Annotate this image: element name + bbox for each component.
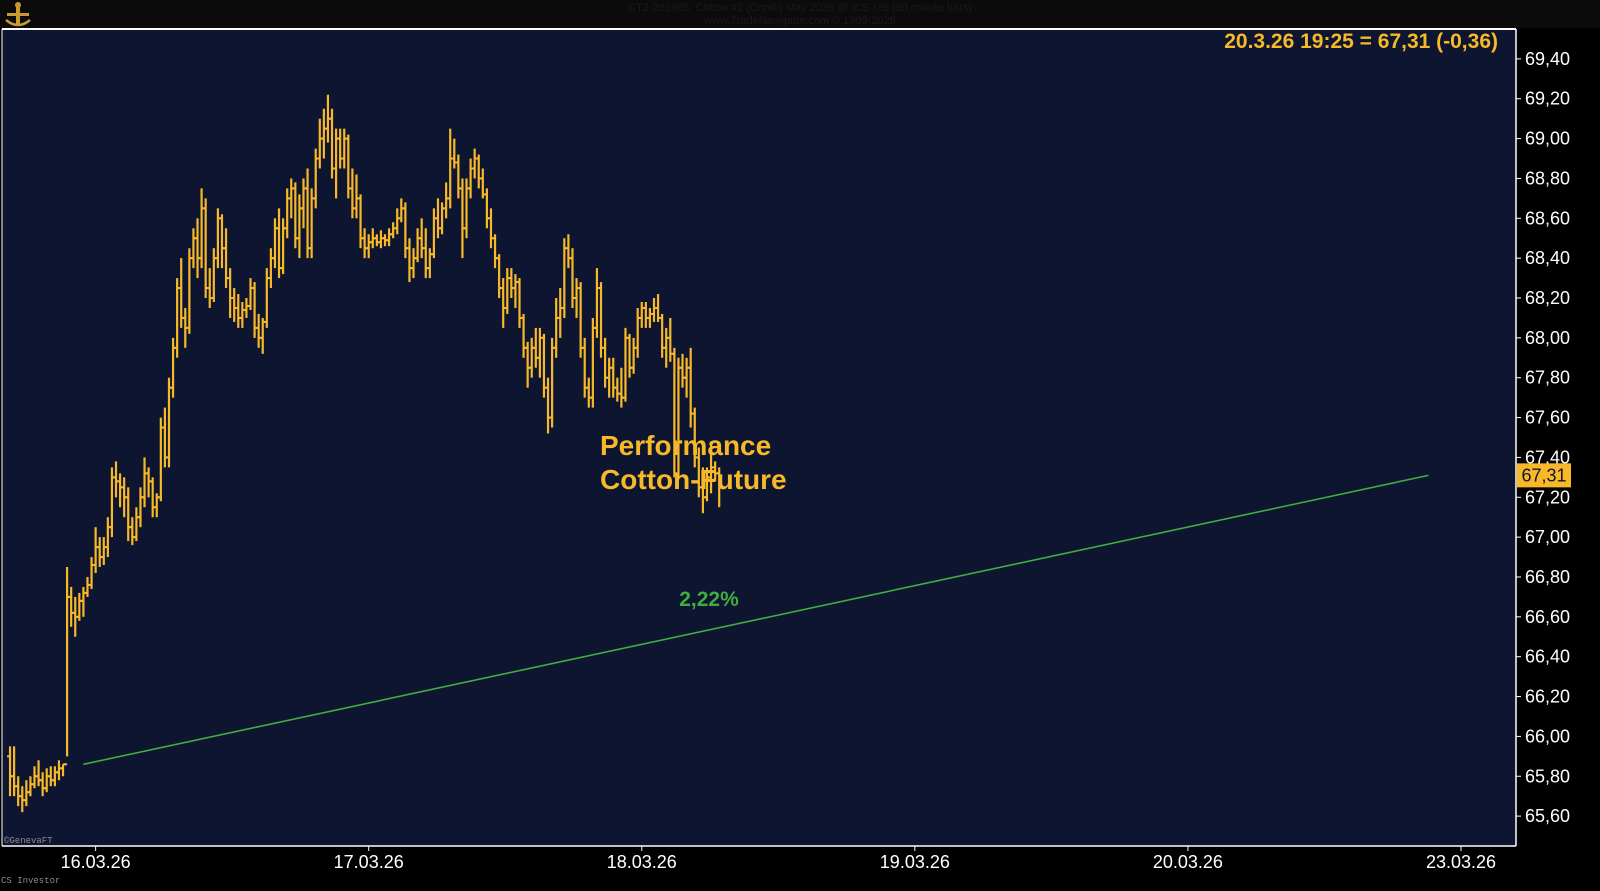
watermark-inner: ©GenevaFT (4, 836, 53, 846)
y-tick-label: 68,60 (1525, 208, 1570, 228)
performance-trendline (83, 474, 1429, 766)
performance-label: 2,22% (679, 588, 739, 611)
price-bars (7, 94, 723, 813)
x-date-label: 20.03.26 (1153, 852, 1223, 872)
x-date-label: 17.03.26 (334, 852, 404, 872)
y-tick-label: 66,20 (1525, 687, 1570, 707)
y-tick-label: 68,80 (1525, 168, 1570, 188)
chart-title-line-1: Performance (600, 430, 771, 461)
x-axis: 16.03.26 17.03.26 18.03.26 19.03.26 20.03.26… (61, 846, 1496, 872)
x-date-label: 16.03.26 (61, 852, 131, 872)
last-price-badge (1517, 463, 1571, 488)
y-tick-label: 69,40 (1525, 49, 1570, 69)
header-strip (0, 0, 1600, 28)
y-tick-label: 67,80 (1525, 368, 1570, 388)
status-readout: 20.3.26 19:25 = 67,31 (-0,36) (1224, 30, 1498, 53)
x-date-label: 18.03.26 (607, 852, 677, 872)
y-tick-label: 68,20 (1525, 288, 1570, 308)
plot-area (2, 29, 1516, 846)
x-date-label: 19.03.26 (880, 852, 950, 872)
y-tick-label: 68,00 (1525, 328, 1570, 348)
y-tick-label: 67,20 (1525, 487, 1570, 507)
y-tick-label: 69,00 (1525, 129, 1570, 149)
header-line-2: www.TradeNavigator.com © 1999-2026 (703, 15, 896, 27)
y-tick-label: 66,00 (1525, 726, 1570, 746)
y-tick-label: 65,80 (1525, 766, 1570, 786)
y-tick-label: 68,40 (1525, 248, 1570, 268)
header-line-1: CT2-202605: Cotton #2 (Comb) May 2026 @ … (628, 2, 972, 14)
y-tick-label: 66,80 (1525, 567, 1570, 587)
y-tick-label: 67,60 (1525, 408, 1570, 428)
y-tick-label: 67,00 (1525, 527, 1570, 547)
y-tick-label: 66,60 (1525, 607, 1570, 627)
watermark-outer: CS Investor (1, 876, 60, 886)
x-date-label: 23.03.26 (1426, 852, 1496, 872)
y-axis: 65,60 65,80 66,00 66,20 66,40 66,60 66,80 67,00… (1516, 49, 1570, 826)
y-tick-label: 65,60 (1525, 806, 1570, 826)
price-bar (716, 467, 723, 508)
y-tick-label: 66,40 (1525, 647, 1570, 667)
y-tick-label: 67,40 (1525, 447, 1570, 467)
y-tick-label: 69,20 (1525, 89, 1570, 109)
chart-title-line-2: Cotton-Future (600, 464, 787, 495)
last-price-value: 67,31 (1521, 465, 1566, 485)
logo-icon (5, 2, 31, 27)
